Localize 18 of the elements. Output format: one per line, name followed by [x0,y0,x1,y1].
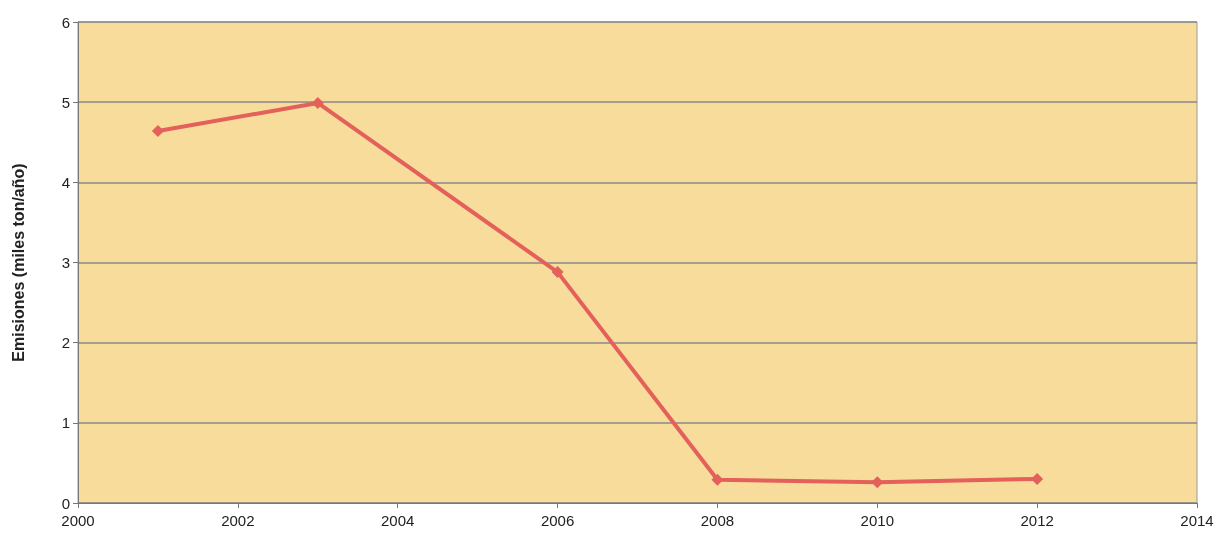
x-tick-label: 2014 [1180,512,1214,529]
y-tick-label: 6 [61,13,70,31]
x-tick-label: 2010 [860,512,894,529]
y-tick-label: 0 [61,494,70,512]
x-tick-label: 2002 [221,512,255,529]
y-tick-label: 1 [61,414,70,432]
y-tick-label: 3 [61,254,70,271]
y-tick-label: 2 [61,334,70,352]
x-tick-label: 2000 [61,512,95,529]
y-tick-label: 5 [61,93,70,111]
y-axis-title: Emisiones (miles ton/año) [9,163,27,362]
x-tick-label: 2004 [381,512,415,529]
point [151,125,164,138]
x-tick-label: 2006 [540,512,575,529]
y-tick-label: 4 [61,173,70,191]
x-tick-label: 2012 [1020,512,1054,529]
x-tick-label: 2008 [700,512,735,529]
point [551,266,564,279]
